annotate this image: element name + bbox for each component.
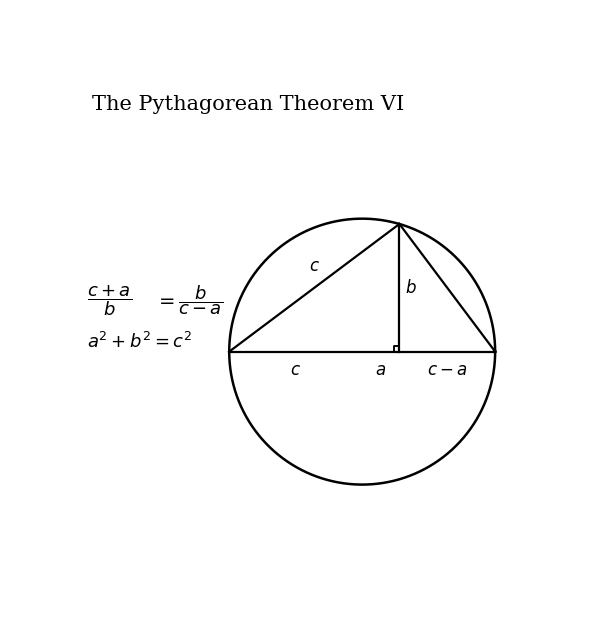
- Text: $c-a$: $c-a$: [427, 362, 468, 379]
- Text: $=$: $=$: [155, 292, 175, 309]
- Text: $c$: $c$: [309, 258, 320, 275]
- Text: $a^2 + b^2 = c^2$: $a^2 + b^2 = c^2$: [87, 332, 192, 352]
- Text: The Pythagorean Theorem VI: The Pythagorean Theorem VI: [92, 95, 404, 114]
- Text: $\dfrac{c+a}{b}$: $\dfrac{c+a}{b}$: [87, 283, 132, 318]
- Text: $c$: $c$: [290, 362, 301, 379]
- Text: $b$: $b$: [406, 279, 417, 297]
- Text: $a$: $a$: [375, 362, 386, 379]
- Text: $\dfrac{b}{c-a}$: $\dfrac{b}{c-a}$: [178, 283, 223, 317]
